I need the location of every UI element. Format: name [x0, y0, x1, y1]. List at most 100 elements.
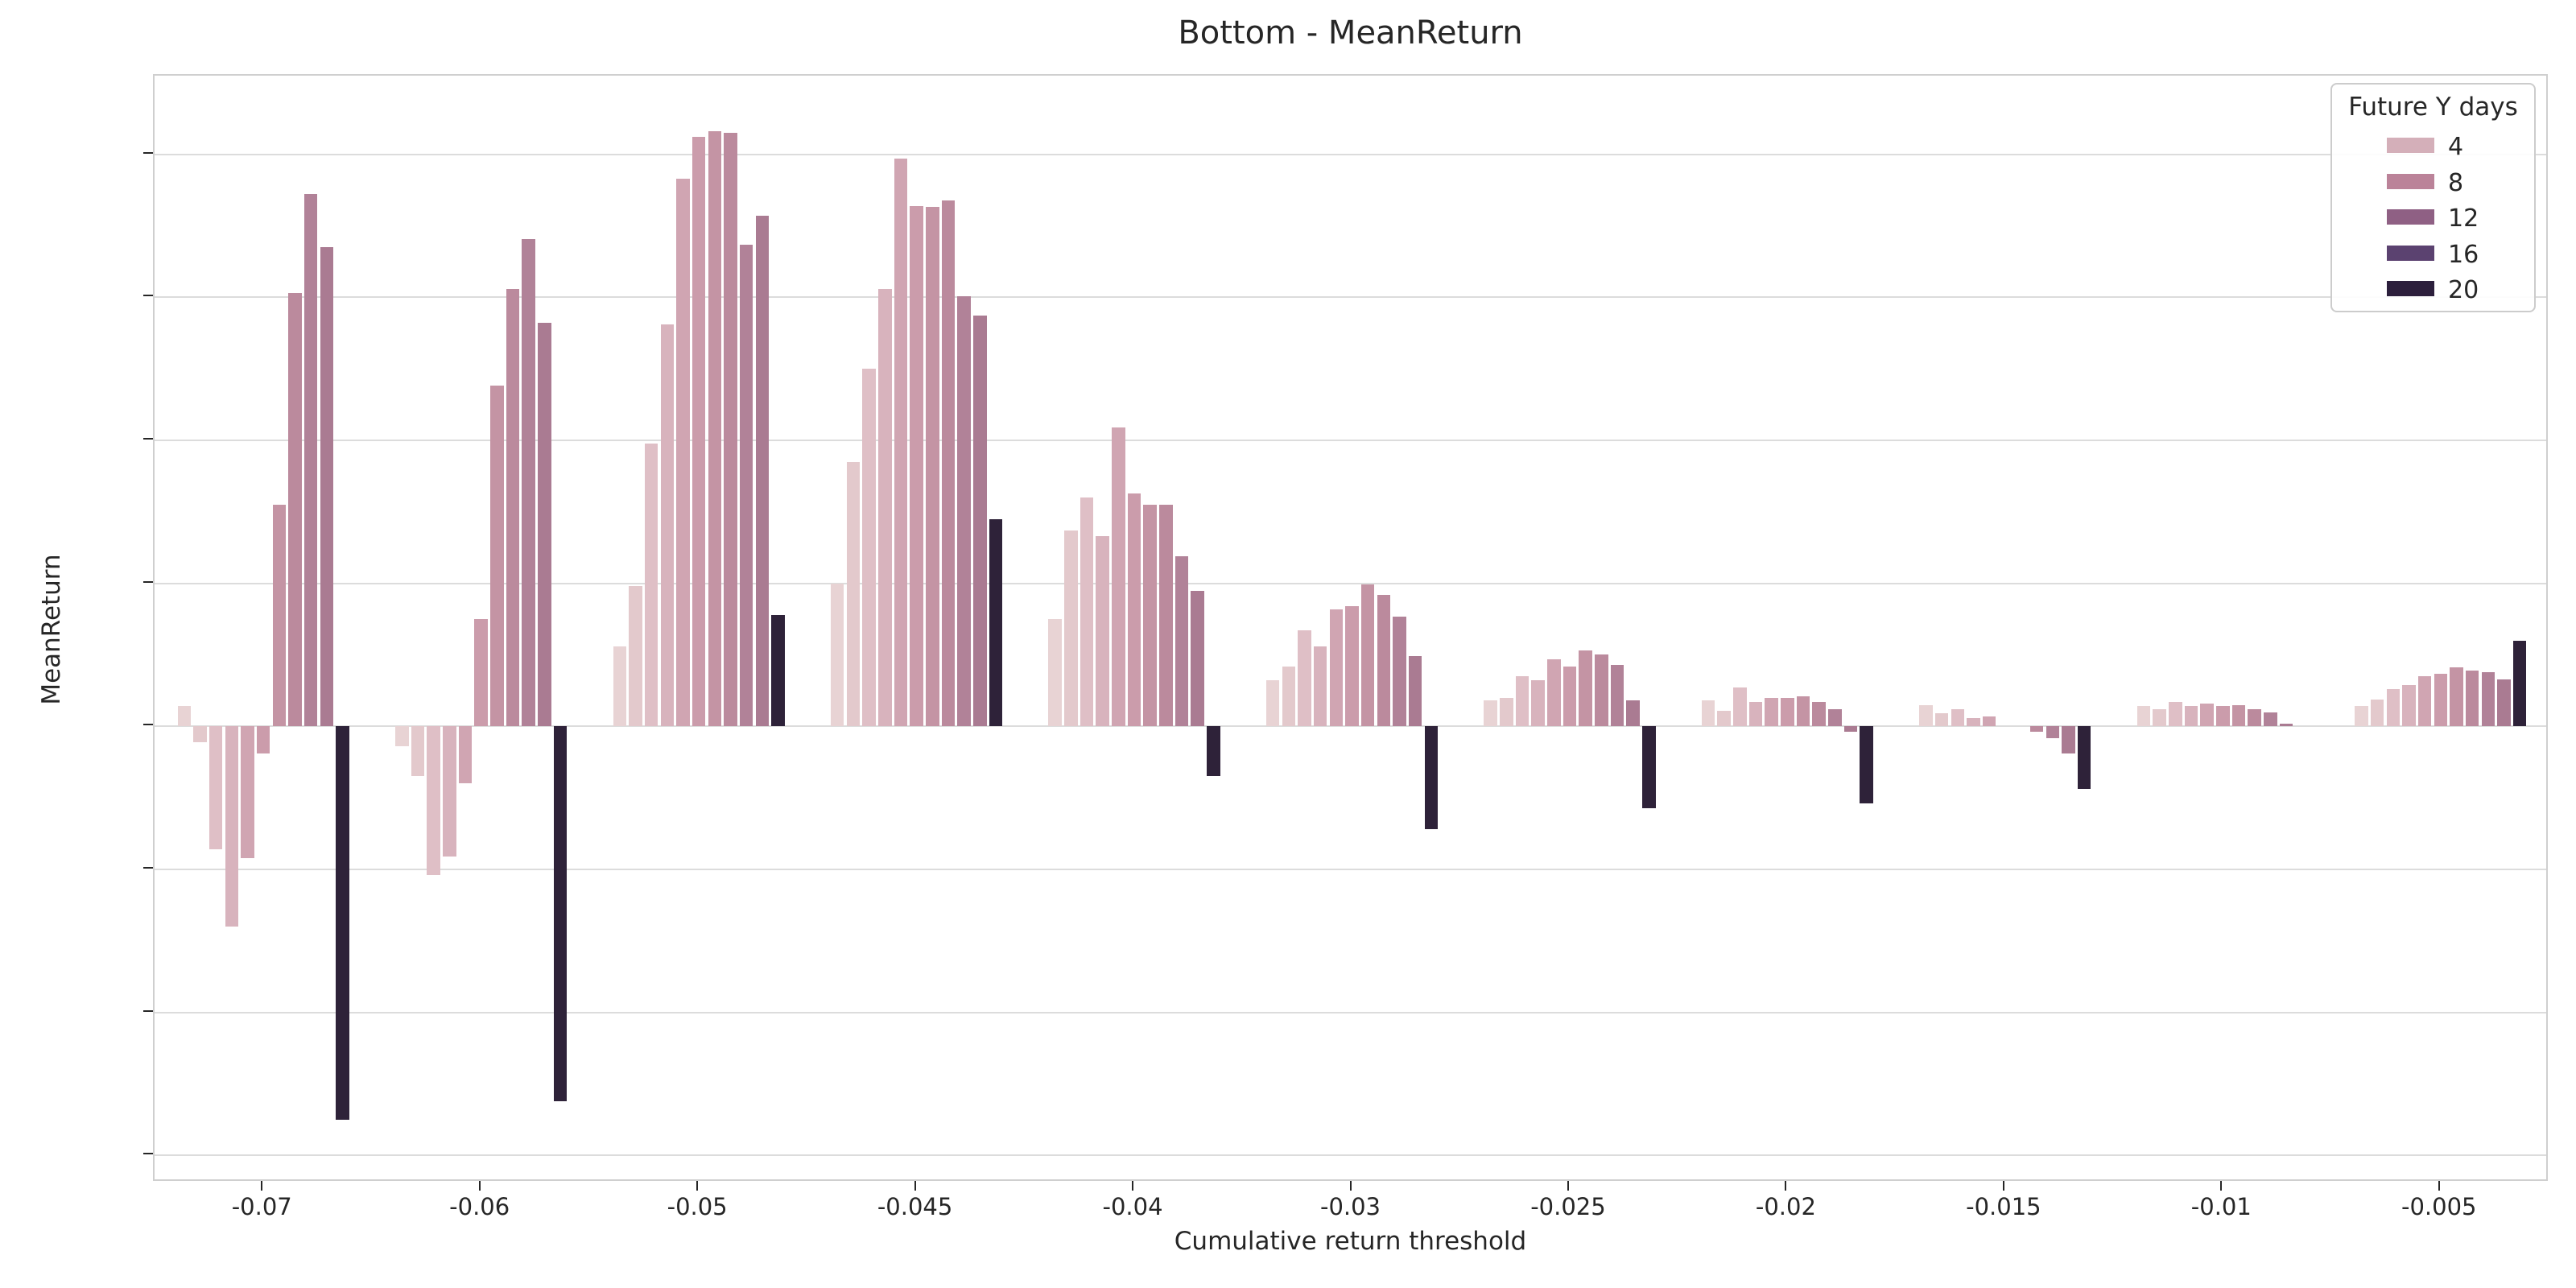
bar-day11--0.01: [2248, 708, 2261, 727]
bar-day11--0.07: [288, 293, 302, 727]
gridline: [155, 1011, 2546, 1013]
legend-label: 20: [2448, 276, 2479, 304]
gridline: [155, 725, 2546, 728]
bar-day12--0.01: [2264, 712, 2277, 727]
x-tick-mark: [1349, 1181, 1352, 1191]
bar-day4--0.005: [2355, 706, 2368, 727]
bar-day12--0.06: [522, 238, 535, 727]
bar-day20--0.04: [1207, 726, 1220, 777]
bar-day5--0.07: [193, 726, 207, 742]
x-tick-mark: [2002, 1181, 2004, 1191]
gridline: [155, 582, 2546, 584]
x-tick-label: -0.025: [1530, 1193, 1606, 1220]
gridline: [155, 440, 2546, 441]
bar-day9--0.02: [1781, 697, 1794, 727]
bar-day11--0.03: [1377, 594, 1391, 727]
bar-day5--0.025: [1500, 697, 1513, 727]
x-tick-label: -0.015: [1966, 1193, 2041, 1220]
bar-day8--0.045: [894, 159, 908, 727]
legend-title: Future Y days: [2348, 93, 2518, 122]
bar-day6--0.005: [2386, 689, 2401, 727]
bar-day7--0.015: [1967, 717, 1980, 727]
y-tick-mark: [143, 151, 153, 154]
bar-day10--0.02: [1796, 696, 1810, 727]
legend-label: 8: [2448, 168, 2464, 197]
bar-day8--0.015: [1982, 716, 1996, 727]
bar-day5--0.015: [1934, 713, 1949, 727]
x-tick-mark: [1785, 1181, 1787, 1191]
bar-day10--0.03: [1360, 584, 1375, 727]
bar-day7--0.01: [2184, 706, 2198, 727]
bar-day11--0.025: [1595, 654, 1608, 727]
legend-label: 4: [2448, 133, 2464, 161]
bar-day7--0.02: [1748, 702, 1763, 727]
y-tick-mark: [143, 866, 153, 869]
bar-day10--0.05: [708, 131, 722, 727]
bar-day20--0.005: [2512, 640, 2527, 727]
legend-swatch: [2387, 173, 2434, 189]
bar-day9--0.03: [1345, 606, 1359, 727]
bar-day9--0.04: [1127, 493, 1141, 727]
plot-area: [153, 74, 2548, 1181]
bar-day9--0.025: [1563, 666, 1577, 727]
y-tick-mark: [143, 295, 153, 297]
x-tick-label: -0.01: [2190, 1193, 2252, 1220]
bar-day20--0.05: [771, 614, 785, 727]
bar-day9--0.045: [910, 205, 923, 727]
bar-day13--0.045: [973, 316, 987, 727]
bar-day6--0.045: [862, 369, 876, 727]
bar-day4--0.02: [1701, 700, 1715, 727]
gridline: [155, 1154, 2546, 1157]
bar-day4--0.05: [613, 646, 627, 727]
bar-day11--0.005: [2465, 671, 2479, 727]
legend-label: 12: [2448, 204, 2479, 233]
x-tick-mark: [478, 1181, 481, 1191]
y-tick-mark: [143, 1153, 153, 1155]
x-tick-mark: [261, 1181, 263, 1191]
bar-day8--0.02: [1765, 697, 1778, 727]
bar-day12--0.03: [1393, 616, 1406, 727]
bar-day6--0.01: [2169, 702, 2182, 727]
bar-day8--0.04: [1112, 427, 1125, 727]
bar-day5--0.02: [1717, 710, 1731, 727]
bar-day5--0.005: [2370, 699, 2384, 727]
bar-day11--0.02: [1812, 702, 1826, 727]
bar-day8--0.06: [458, 726, 473, 784]
x-tick-mark: [1567, 1181, 1569, 1191]
bar-day12--0.05: [739, 244, 753, 727]
x-tick-label: -0.03: [1319, 1193, 1381, 1220]
bar-day7--0.03: [1313, 646, 1327, 727]
bar-day11--0.045: [941, 200, 956, 727]
bar-day10--0.005: [2450, 667, 2463, 727]
x-tick-label: -0.045: [877, 1193, 953, 1220]
bar-day7--0.025: [1531, 680, 1545, 727]
y-axis-label: MeanReturn: [37, 554, 66, 705]
bar-day4--0.03: [1265, 680, 1280, 727]
bar-day5--0.06: [411, 726, 425, 777]
y-tick-mark: [143, 438, 153, 440]
x-tick-mark: [2438, 1181, 2440, 1191]
bar-day13--0.07: [320, 247, 334, 727]
gridline: [155, 296, 2546, 299]
legend-label: 16: [2448, 240, 2479, 269]
y-tick-mark: [143, 580, 153, 583]
bar-day11--0.06: [506, 288, 520, 727]
bar-day12--0.04: [1174, 555, 1189, 727]
bar-day4--0.06: [395, 726, 409, 747]
bar-day9--0.005: [2434, 673, 2448, 727]
bar-day9--0.07: [256, 726, 270, 754]
bar-day6--0.03: [1298, 630, 1311, 727]
bar-day9--0.06: [474, 619, 488, 727]
bar-day12--0.045: [957, 295, 971, 727]
bar-day6--0.025: [1515, 676, 1530, 727]
bar-day13--0.06: [538, 323, 551, 727]
bar-day20--0.02: [1860, 726, 1873, 804]
bar-day20--0.06: [553, 726, 568, 1101]
bar-day8--0.005: [2417, 676, 2432, 727]
bar-day13--0.025: [1626, 700, 1640, 727]
x-tick-label: -0.04: [1102, 1193, 1163, 1220]
bar-day8--0.025: [1547, 658, 1561, 727]
bar-day4--0.045: [830, 583, 844, 727]
bar-day6--0.05: [644, 443, 658, 727]
